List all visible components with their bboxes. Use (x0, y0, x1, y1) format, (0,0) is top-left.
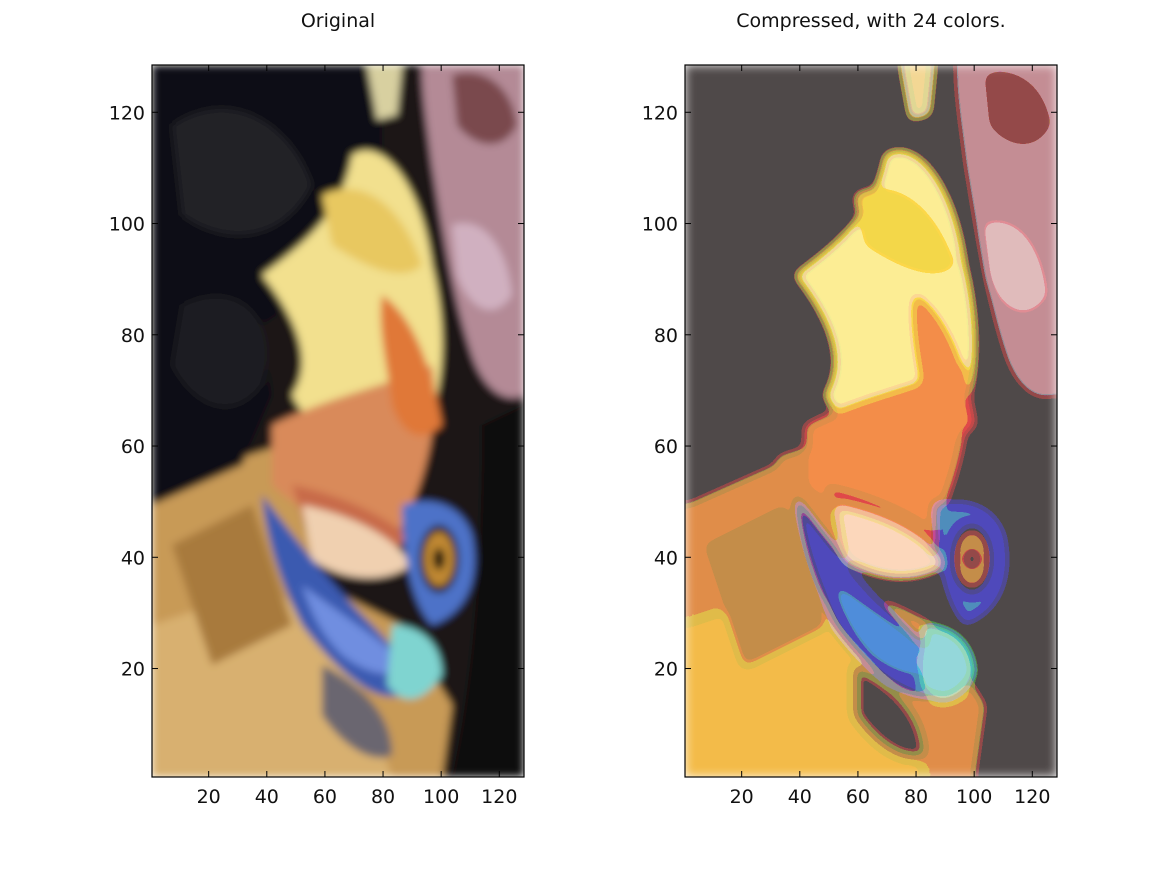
panel-title-compressed: Compressed, with 24 colors. (736, 10, 1005, 32)
y-tick-label: 20 (121, 659, 145, 681)
x-tick-label: 120 (1014, 786, 1050, 808)
y-tick-label: 20 (654, 659, 678, 681)
x-tick-label: 40 (788, 786, 812, 808)
x-tick-label: 20 (730, 786, 754, 808)
x-tick-label: 80 (904, 786, 928, 808)
x-tick-label: 100 (423, 786, 459, 808)
x-ticks-compressed: 20 40 60 80 100 120 (730, 65, 1050, 808)
panel-original: Original 20 40 60 80 100 120 20 40 60 80 100 120 (109, 10, 525, 808)
x-ticks-original: 20 40 60 80 100 120 (197, 65, 517, 808)
y-tick-label: 40 (654, 547, 678, 569)
x-tick-label: 60 (313, 786, 337, 808)
y-tick-label: 100 (642, 214, 678, 236)
y-tick-label: 120 (642, 102, 678, 124)
panel-compressed: Compressed, with 24 colors. 20 40 60 80 100 1… (642, 10, 1058, 808)
x-tick-label: 120 (481, 786, 517, 808)
y-tick-label: 40 (121, 547, 145, 569)
x-tick-label: 20 (197, 786, 221, 808)
axes-frame-compressed (684, 64, 1058, 778)
y-tick-label: 60 (654, 436, 678, 458)
x-tick-label: 60 (846, 786, 870, 808)
y-tick-label: 80 (654, 325, 678, 347)
y-ticks-original: 20 40 60 80 100 120 (109, 102, 524, 681)
x-tick-label: 100 (956, 786, 992, 808)
compressed-image (685, 65, 1057, 777)
axes-frame-original (151, 64, 525, 778)
original-image (152, 65, 524, 777)
y-ticks-compressed: 20 40 60 80 100 120 (642, 102, 1057, 681)
y-tick-label: 80 (121, 325, 145, 347)
y-tick-label: 60 (121, 436, 145, 458)
x-tick-label: 80 (371, 786, 395, 808)
y-tick-label: 100 (109, 214, 145, 236)
y-tick-label: 120 (109, 102, 145, 124)
panel-title-original: Original (301, 10, 375, 32)
x-tick-label: 40 (255, 786, 279, 808)
